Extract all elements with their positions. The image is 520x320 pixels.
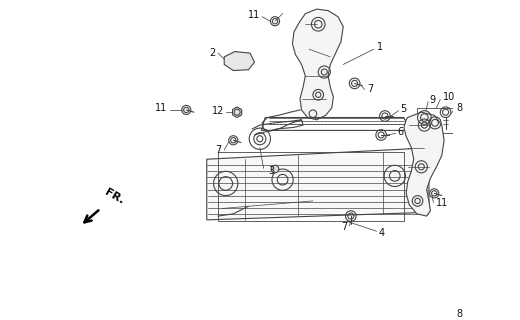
Text: 12: 12 [212,106,224,116]
Text: 4: 4 [379,228,385,238]
Polygon shape [404,112,444,216]
Text: 8: 8 [456,103,462,113]
Text: 7: 7 [367,84,373,94]
Text: FR.: FR. [103,187,126,206]
Text: 3: 3 [268,165,275,176]
Circle shape [271,165,279,173]
Text: 1: 1 [378,42,383,52]
Text: 2: 2 [210,48,216,58]
Text: 7: 7 [216,145,222,155]
Polygon shape [292,9,343,120]
Polygon shape [232,107,242,117]
Polygon shape [224,52,254,70]
Text: 5: 5 [400,104,406,114]
Text: 11: 11 [249,10,261,20]
Text: 6: 6 [398,127,404,137]
Text: 8: 8 [456,309,462,319]
Text: 10: 10 [443,92,455,102]
Text: 9: 9 [430,95,436,105]
Text: 11: 11 [155,103,167,113]
Text: 7: 7 [341,222,347,232]
Text: 11: 11 [436,198,448,208]
Polygon shape [207,148,429,220]
